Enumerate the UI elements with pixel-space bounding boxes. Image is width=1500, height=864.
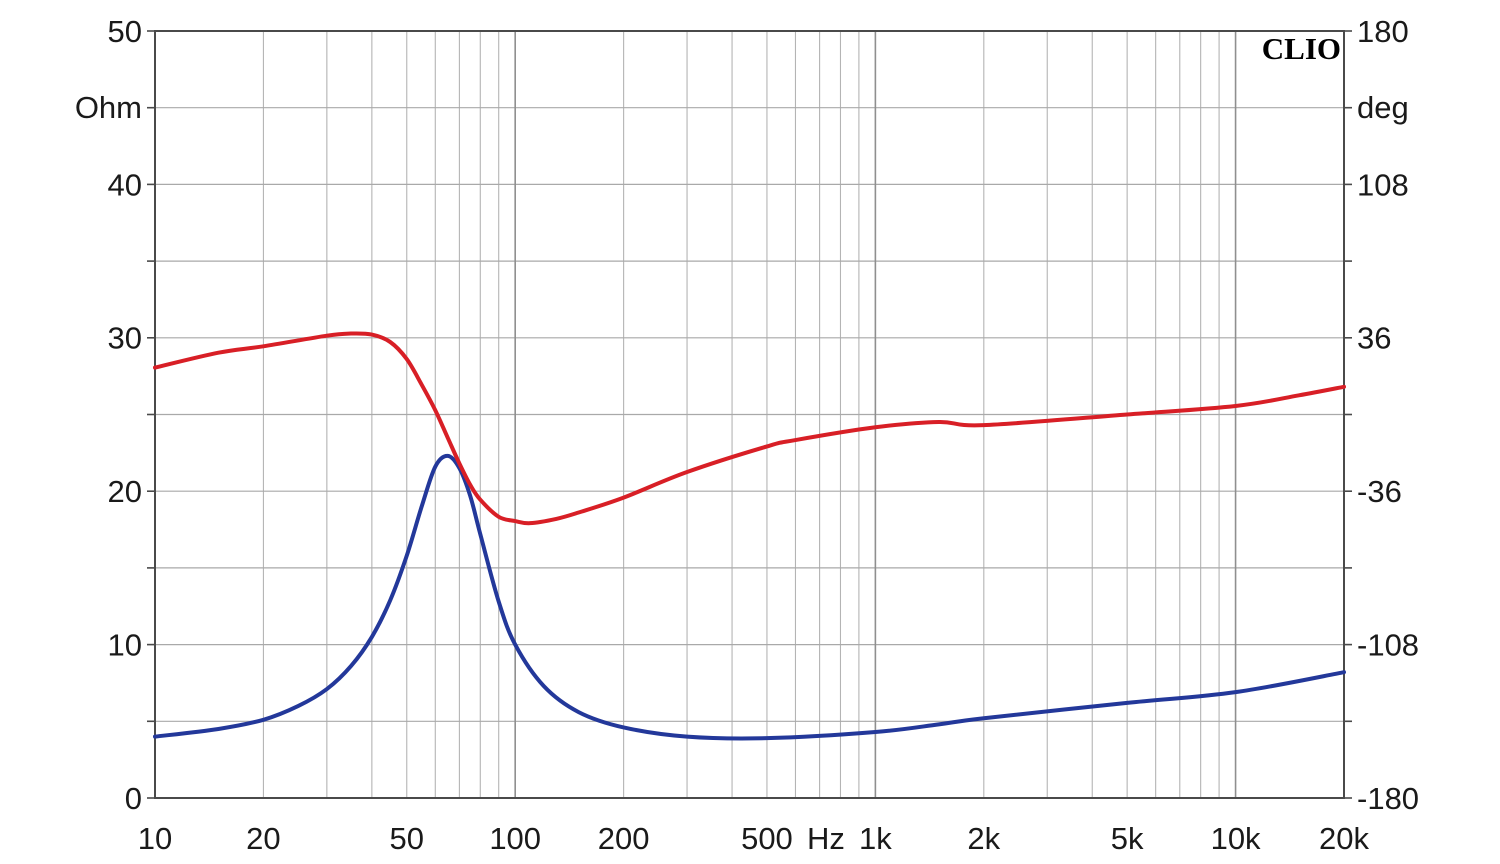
left-y-tick-label: 40 bbox=[108, 167, 142, 202]
right-y-tick-label: -36 bbox=[1357, 474, 1402, 509]
right-unit-label: deg bbox=[1357, 90, 1409, 125]
x-tick-label: 2k bbox=[967, 821, 1000, 856]
phase-curve bbox=[153, 331, 1346, 526]
left-y-tick-label: 30 bbox=[108, 321, 142, 356]
left-y-tick-label: 50 bbox=[108, 14, 142, 49]
x-tick-label: 1k bbox=[859, 821, 892, 856]
left-y-tick-label: 20 bbox=[108, 474, 142, 509]
x-tick-label: 20 bbox=[246, 821, 280, 856]
x-tick-label: 200 bbox=[598, 821, 650, 856]
x-tick-label: 20k bbox=[1319, 821, 1369, 856]
impedance-curve bbox=[153, 453, 1346, 741]
right-y-tick-label: -108 bbox=[1357, 627, 1419, 662]
x-unit-label: Hz bbox=[807, 821, 845, 856]
right-y-tick-label: -180 bbox=[1357, 781, 1419, 816]
x-tick-label: 100 bbox=[489, 821, 541, 856]
x-tick-label: 50 bbox=[390, 821, 424, 856]
left-unit-label: Ohm bbox=[75, 90, 142, 125]
left-y-tick-label: 10 bbox=[108, 627, 142, 662]
right-y-tick-label: 36 bbox=[1357, 321, 1391, 356]
x-tick-label: 500 bbox=[741, 821, 793, 856]
clio-logo: CLIO bbox=[1262, 31, 1341, 66]
x-tick-label: 10k bbox=[1211, 821, 1261, 856]
left-y-tick-label: 0 bbox=[125, 781, 142, 816]
x-tick-label: 10 bbox=[138, 821, 172, 856]
right-y-tick-label: 180 bbox=[1357, 14, 1409, 49]
x-tick-label: 5k bbox=[1111, 821, 1144, 856]
right-y-tick-label: 108 bbox=[1357, 167, 1409, 202]
